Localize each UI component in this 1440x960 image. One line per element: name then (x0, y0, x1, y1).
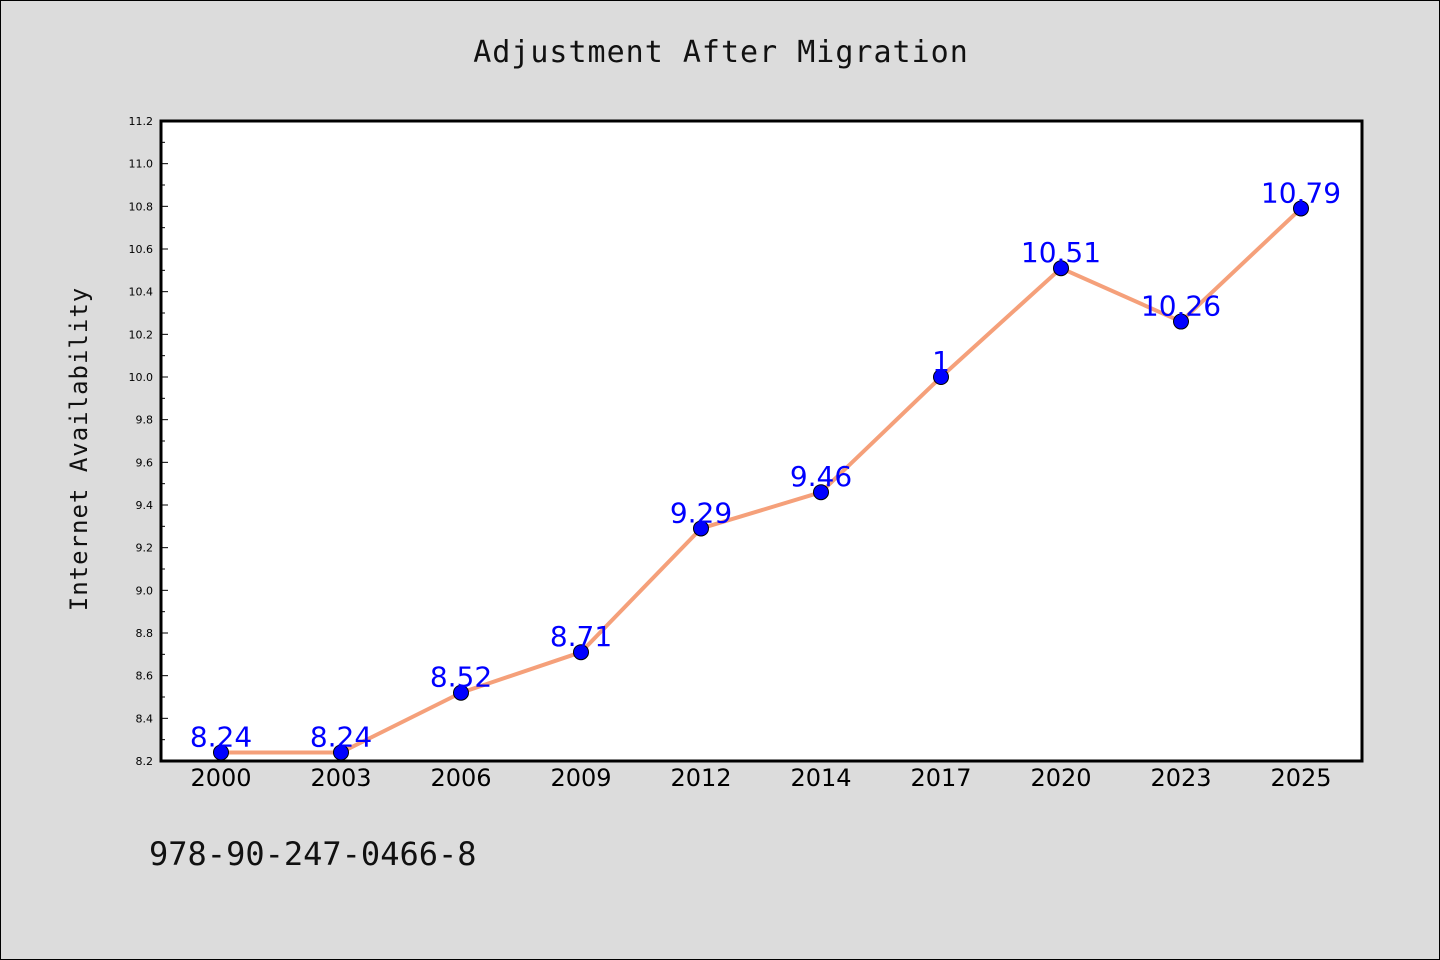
x-tick-label: 2006 (430, 764, 491, 792)
y-tick-label: 9.0 (136, 584, 154, 597)
x-tick-label: 2025 (1270, 764, 1331, 792)
data-label: 8.24 (310, 720, 372, 753)
y-tick-label: 10.4 (129, 286, 154, 299)
y-tick-label: 11.2 (129, 115, 154, 128)
data-label: 8.52 (430, 661, 492, 694)
y-tick-label: 10.8 (129, 200, 154, 213)
series-line-group (221, 207, 1303, 755)
plot-area (159, 119, 1364, 763)
data-point (333, 744, 349, 761)
data-label: 9.46 (790, 460, 852, 493)
y-tick-label: 10.6 (129, 243, 154, 256)
data-point (213, 744, 229, 761)
y-tick-label: 8.6 (136, 670, 154, 683)
data-point (933, 369, 949, 385)
data-label: 8.71 (550, 620, 612, 653)
data-label: 8.24 (190, 720, 252, 753)
data-point (1293, 200, 1309, 217)
data-point (693, 520, 709, 537)
y-axis-label: Internet Availability (65, 287, 93, 611)
y-tick-label: 8.2 (136, 755, 154, 768)
y-tick-label: 10.0 (129, 371, 154, 384)
y-tick-label: 11.0 (129, 158, 154, 171)
y-tick-label: 9.4 (136, 499, 154, 512)
x-tick-label: 2020 (1030, 764, 1091, 792)
data-point (573, 644, 589, 661)
x-tick-label: 2003 (310, 764, 371, 792)
footer-code: 978-90-247-0466-8 (149, 835, 477, 873)
y-tick-label: 8.8 (136, 627, 154, 640)
y-tick-label: 9.6 (136, 456, 154, 469)
data-point (813, 484, 829, 501)
data-point (1053, 260, 1069, 277)
data-point (1173, 313, 1189, 330)
series-line (221, 207, 1303, 755)
chart-title: Adjustment After Migration (473, 35, 969, 70)
data-label: 10.79 (1261, 176, 1341, 209)
data-label: 10.51 (1021, 236, 1101, 269)
x-tick-label: 2017 (910, 764, 971, 792)
markers-group (213, 200, 1309, 761)
data-point (453, 684, 469, 701)
x-tick-label: 2009 (550, 764, 611, 792)
data-label: 1 (932, 345, 950, 378)
y-tick-label: 9.2 (136, 542, 154, 555)
y-axis: 8.2 8.4 8.6 8.8 9.0 9.2 9.4 9.6 9.8 10.0 10.2 10.4 1… (129, 115, 168, 768)
x-tick-label: 2012 (670, 764, 731, 792)
x-axis: 2000 2003 2006 2009 2012 2014 2017 2020 2023 2025 (190, 764, 1331, 792)
y-tick-label: 8.4 (136, 712, 154, 725)
data-label: 10.26 (1141, 290, 1221, 323)
data-label: 9.29 (670, 496, 732, 529)
x-tick-label: 2023 (1150, 764, 1211, 792)
x-tick-label: 2014 (790, 764, 851, 792)
y-tick-label: 10.2 (129, 328, 154, 341)
y-tick-label: 9.8 (136, 414, 154, 427)
x-tick-label: 2000 (190, 764, 251, 792)
data-labels-group: 8.24 8.24 8.52 8.71 9.29 9.46 1 10.51 10.26 10.79 (190, 176, 1341, 753)
